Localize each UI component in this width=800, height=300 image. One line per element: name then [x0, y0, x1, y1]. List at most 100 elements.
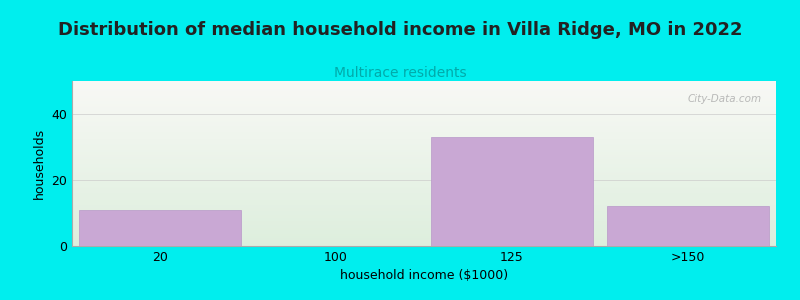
Bar: [72, 104, 776, 106]
Bar: [72, 175, 776, 177]
Bar: [72, 111, 776, 112]
Bar: [72, 86, 776, 88]
Bar: [72, 94, 776, 96]
Bar: [72, 130, 776, 132]
Bar: [72, 122, 776, 124]
Bar: [72, 84, 776, 86]
Bar: [431, 137, 593, 246]
Bar: [72, 168, 776, 170]
Bar: [72, 167, 776, 168]
Bar: [72, 148, 776, 150]
Bar: [72, 188, 776, 190]
Bar: [72, 241, 776, 243]
Bar: [72, 107, 776, 109]
Bar: [72, 220, 776, 221]
Bar: [72, 135, 776, 137]
Bar: [72, 92, 776, 94]
Bar: [72, 215, 776, 216]
Bar: [72, 187, 776, 188]
Bar: [72, 147, 776, 148]
Bar: [72, 193, 776, 195]
Bar: [72, 180, 776, 182]
Bar: [72, 238, 776, 239]
Bar: [72, 139, 776, 140]
Bar: [72, 99, 776, 101]
Bar: [72, 228, 776, 230]
Bar: [72, 102, 776, 104]
Bar: [72, 210, 776, 211]
Bar: [72, 223, 776, 224]
X-axis label: household income ($1000): household income ($1000): [340, 269, 508, 282]
Bar: [72, 211, 776, 213]
Bar: [72, 177, 776, 178]
Bar: [72, 81, 776, 82]
Bar: [79, 210, 241, 246]
Bar: [72, 155, 776, 157]
Bar: [72, 185, 776, 187]
Bar: [72, 208, 776, 210]
Bar: [72, 224, 776, 226]
Bar: [72, 127, 776, 129]
Bar: [72, 235, 776, 236]
Bar: [72, 170, 776, 172]
Bar: [72, 206, 776, 208]
Bar: [72, 213, 776, 215]
Bar: [72, 160, 776, 162]
Bar: [72, 178, 776, 180]
Bar: [72, 221, 776, 223]
Bar: [72, 236, 776, 238]
Bar: [72, 96, 776, 98]
Bar: [72, 152, 776, 154]
Bar: [72, 119, 776, 121]
Bar: [72, 114, 776, 116]
Bar: [72, 173, 776, 175]
Bar: [72, 82, 776, 84]
Bar: [72, 196, 776, 198]
Bar: [72, 117, 776, 119]
Bar: [72, 233, 776, 235]
Bar: [72, 109, 776, 111]
Bar: [72, 243, 776, 244]
Bar: [72, 142, 776, 144]
Bar: [72, 162, 776, 164]
Bar: [72, 106, 776, 107]
Bar: [72, 190, 776, 191]
Bar: [72, 144, 776, 145]
Bar: [72, 205, 776, 206]
Bar: [72, 182, 776, 183]
Bar: [72, 145, 776, 147]
Text: City-Data.com: City-Data.com: [688, 94, 762, 104]
Bar: [72, 195, 776, 196]
Bar: [72, 112, 776, 114]
Bar: [72, 154, 776, 155]
Bar: [72, 132, 776, 134]
Bar: [72, 121, 776, 122]
Bar: [72, 172, 776, 173]
Bar: [72, 124, 776, 125]
Bar: [72, 198, 776, 200]
Bar: [72, 88, 776, 89]
Bar: [72, 165, 776, 167]
Bar: [72, 140, 776, 142]
Bar: [72, 89, 776, 91]
Bar: [72, 116, 776, 117]
Bar: [72, 231, 776, 233]
Bar: [72, 158, 776, 160]
Bar: [72, 91, 776, 92]
Bar: [72, 183, 776, 185]
Bar: [72, 137, 776, 139]
Bar: [72, 191, 776, 193]
Bar: [72, 125, 776, 127]
Bar: [72, 200, 776, 202]
Bar: [607, 206, 769, 246]
Bar: [72, 239, 776, 241]
Text: Multirace residents: Multirace residents: [334, 66, 466, 80]
Bar: [72, 164, 776, 165]
Bar: [72, 244, 776, 246]
Bar: [72, 98, 776, 99]
Y-axis label: households: households: [33, 128, 46, 199]
Bar: [72, 101, 776, 102]
Bar: [72, 230, 776, 231]
Bar: [72, 216, 776, 218]
Bar: [72, 129, 776, 130]
